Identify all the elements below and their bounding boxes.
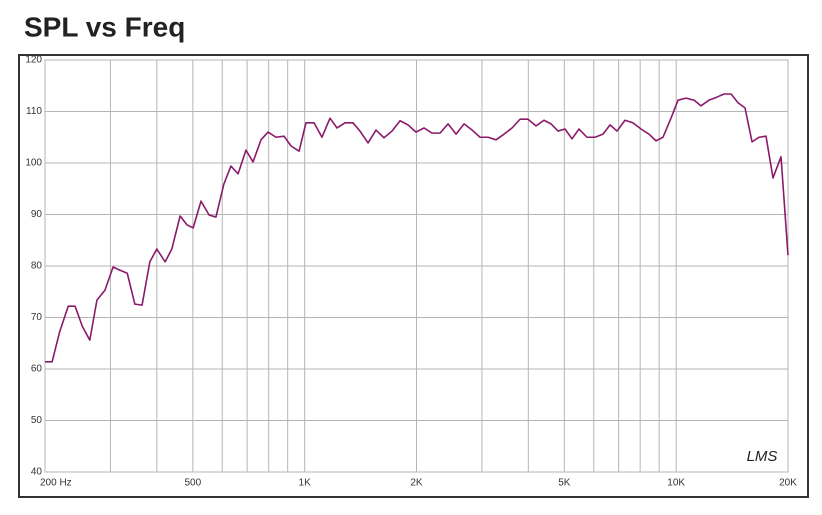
x-tick-label: 5K — [558, 478, 571, 489]
watermark: LMS — [747, 448, 778, 465]
spl-line — [45, 93, 789, 363]
x-tick-label: 500 — [184, 478, 201, 489]
y-tick-label: 120 — [25, 55, 42, 66]
y-tick-label: 40 — [31, 467, 43, 478]
x-tick-label: 20K — [779, 478, 797, 489]
y-tick-label: 90 — [31, 209, 43, 220]
y-tick-label: 100 — [25, 158, 42, 169]
x-tick-label: 200 Hz — [40, 478, 72, 489]
x-tick-label: 1K — [299, 478, 312, 489]
y-tick-label: 80 — [31, 261, 43, 272]
x-tick-label: 10K — [667, 478, 685, 489]
chart-title: SPL vs Freq — [24, 11, 185, 42]
y-tick-label: 60 — [31, 364, 43, 375]
x-tick-label: 2K — [410, 478, 423, 489]
y-tick-label: 70 — [31, 312, 43, 323]
y-tick-label: 50 — [31, 415, 43, 426]
y-tick-label: 110 — [26, 106, 42, 117]
